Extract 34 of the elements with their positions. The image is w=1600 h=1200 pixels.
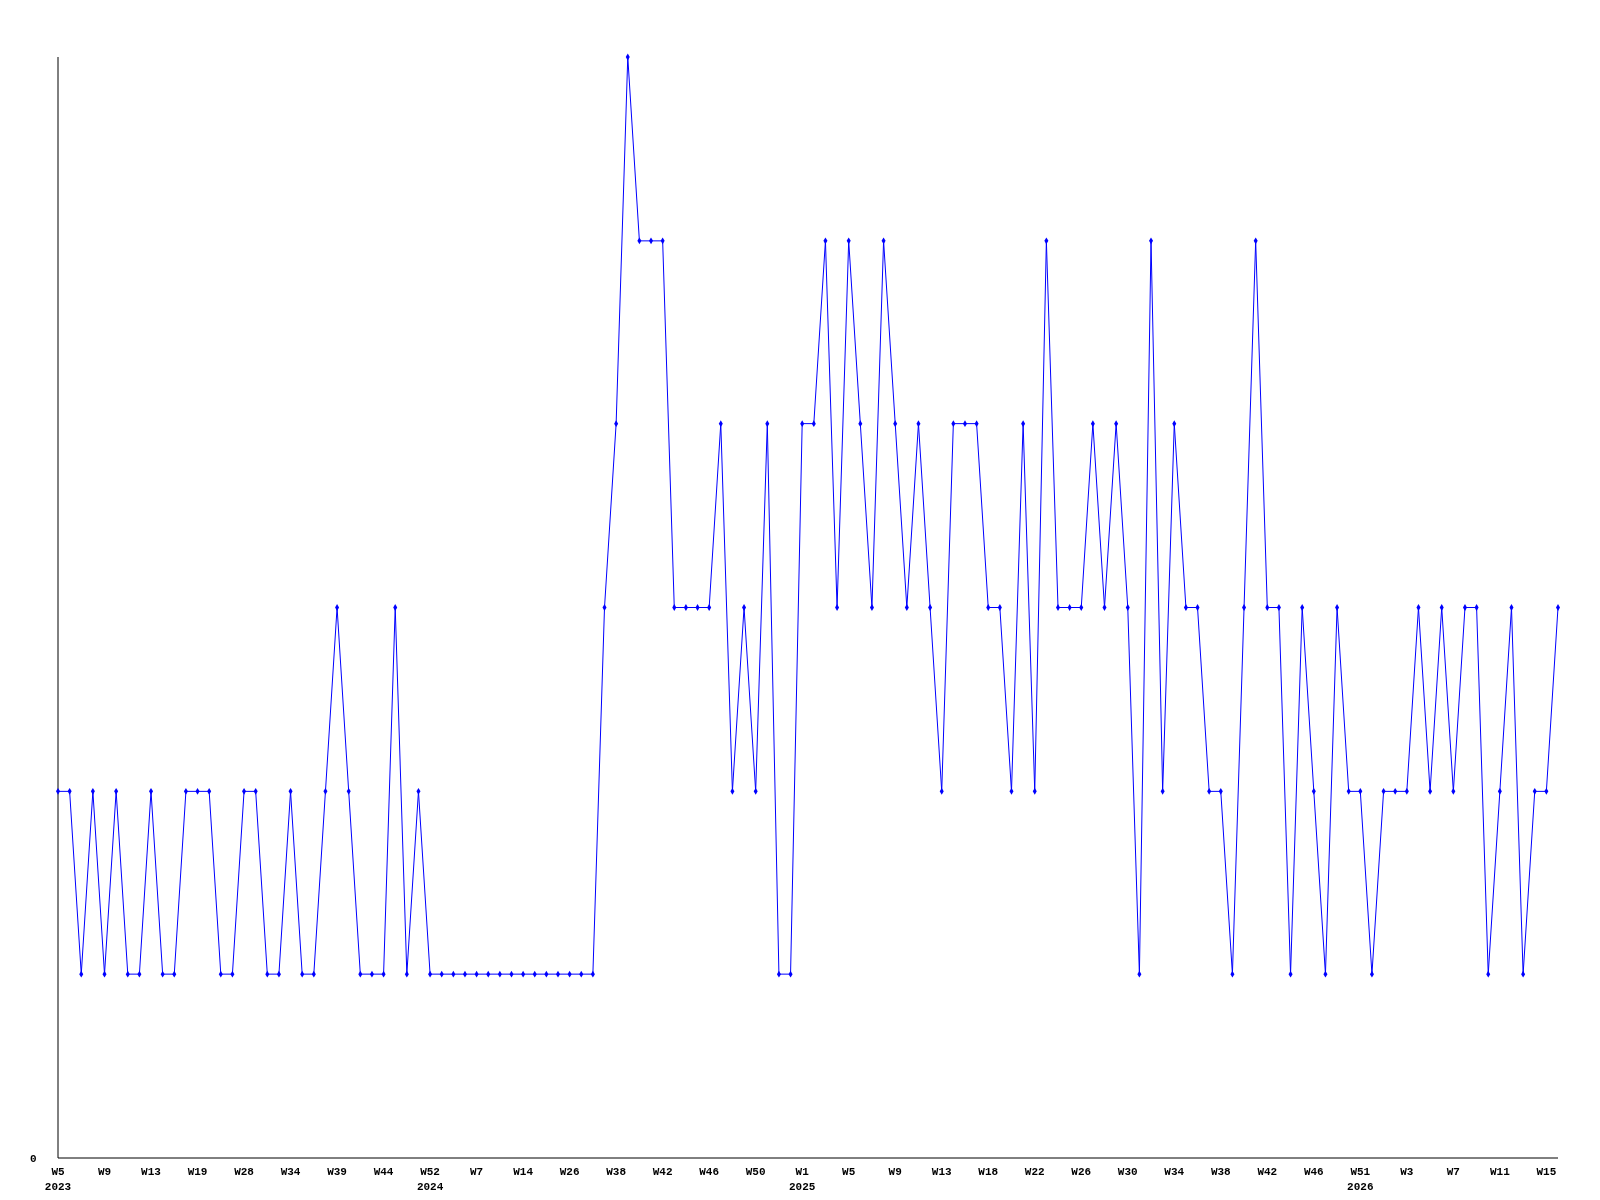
x-tick-label: W50 xyxy=(745,1166,766,1178)
x-tick-label: W15 xyxy=(1536,1166,1557,1178)
x-tick-label: W5 2023 xyxy=(44,1166,72,1193)
x-tick-label: W22 xyxy=(1024,1166,1045,1178)
x-tick-label: W39 xyxy=(327,1166,347,1178)
text: 0 xyxy=(30,1153,37,1165)
x-tick-label: W46 xyxy=(699,1166,720,1178)
x-tick-label: W7 xyxy=(1446,1166,1460,1178)
x-tick-label: W19 xyxy=(187,1166,208,1178)
x-tick-label: W26 xyxy=(1071,1166,1092,1178)
x-tick-label: W13 xyxy=(141,1166,162,1178)
x-tick-label: W5 xyxy=(842,1166,856,1178)
x-tick-label: W51 2026 xyxy=(1347,1166,1374,1193)
x-tick-label: W3 xyxy=(1400,1166,1414,1178)
x-tick-label: W26 xyxy=(559,1166,580,1178)
x-tick-label: W46 xyxy=(1303,1166,1324,1178)
x-tick-label: W38 xyxy=(606,1166,627,1178)
x-tick-label: W30 xyxy=(1117,1166,1138,1178)
x-tick-label: W11 xyxy=(1489,1166,1511,1178)
x-tick-label: W9 xyxy=(888,1166,902,1178)
x-tick-label: W34 xyxy=(280,1166,301,1178)
x-tick-label: W42 xyxy=(1257,1166,1278,1178)
x-tick-label: W42 xyxy=(652,1166,673,1178)
x-tick-label: W13 xyxy=(931,1166,953,1178)
x-tick-label: W52 2024 xyxy=(416,1166,444,1193)
x-tick-label: W34 xyxy=(1164,1166,1185,1178)
x-tick-label: W44 xyxy=(373,1166,394,1178)
x-tick-label: W1 2025 xyxy=(788,1166,816,1193)
x-tick-label: W38 xyxy=(1210,1166,1232,1178)
x-tick-label: W7 xyxy=(470,1166,484,1178)
x-tick-label: W28 xyxy=(234,1166,255,1178)
x-tick-label: W18 xyxy=(978,1166,999,1178)
x-tick-label: W14 xyxy=(513,1166,534,1178)
x-tick-label: W9 xyxy=(97,1166,112,1178)
